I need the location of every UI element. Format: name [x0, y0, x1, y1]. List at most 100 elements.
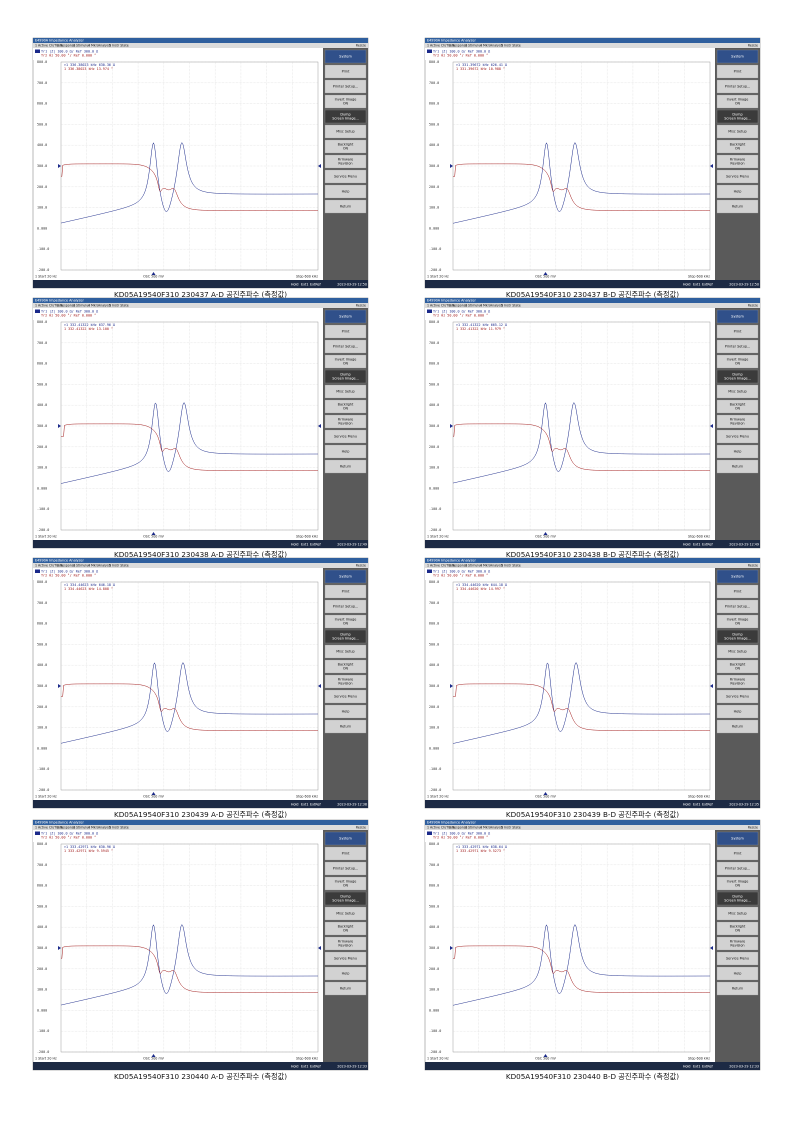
- softkey: [716, 891, 759, 906]
- y-tick-label: 0.000: [37, 226, 47, 230]
- y-tick-label: 200.0: [429, 185, 439, 189]
- softkey-label: System: [339, 315, 352, 319]
- trace-badge: [35, 569, 40, 573]
- softkey-label: Misc Setup: [728, 390, 746, 394]
- softkey-label: ON: [735, 622, 741, 626]
- softkey-label: Screen Image...: [332, 899, 359, 903]
- softkey: [324, 339, 367, 354]
- trace-badge: [427, 569, 432, 573]
- softkey-label: Service Menu: [726, 175, 749, 179]
- trace-badge: [35, 49, 40, 53]
- menu-item: 1 Active Ch/Trace: [35, 304, 63, 308]
- softkey-label: ON: [343, 884, 349, 888]
- y-tick-label: -100.0: [429, 247, 441, 251]
- softkey-label: Firmware: [730, 677, 746, 681]
- y-tick-label: 0.000: [429, 746, 439, 750]
- softkey: [716, 599, 759, 614]
- status-item: ExtRef: [702, 282, 713, 286]
- softkey: [716, 906, 759, 921]
- softkey: [716, 629, 759, 644]
- y-tick-label: 500.0: [37, 382, 47, 386]
- softkey-label: Printer Setup...: [725, 867, 750, 871]
- softkey: [716, 459, 759, 474]
- marker-readout: >1 333.42971 kHz 630.96 Ω: [64, 845, 115, 849]
- softkey: [324, 599, 367, 614]
- phase-trace: [61, 423, 318, 471]
- status-item: Hold: [683, 282, 691, 286]
- y-tick-label: 500.0: [429, 122, 439, 126]
- softkey-label: System: [731, 575, 744, 579]
- softkey-label: Misc Setup: [728, 130, 746, 134]
- trace1-label: Tr1 |Z| 100.0 Ω/ Ref 300.0 Ω: [41, 569, 98, 573]
- softkey: [716, 936, 759, 951]
- softkey: [324, 659, 367, 674]
- y-tick-label: 400.0: [429, 143, 439, 147]
- trace-header: [33, 308, 323, 320]
- y-tick-label: 100.0: [429, 206, 439, 210]
- stop-label: Stop 600 kHz: [296, 535, 318, 539]
- y-tick-label: 200.0: [429, 705, 439, 709]
- softkey-label: Screen Image...: [332, 377, 359, 381]
- window-title: E4990A Impedance Analyzer: [427, 299, 476, 303]
- softkey: [324, 846, 367, 861]
- status-item: Ext1: [301, 802, 308, 806]
- status-bar: [33, 540, 368, 548]
- softkey: [716, 399, 759, 414]
- softkey-label: Revision: [338, 422, 352, 426]
- softkey: [716, 876, 759, 891]
- y-tick-label: 400.0: [37, 663, 47, 667]
- softkey: [324, 124, 367, 139]
- window-title: E4990A Impedance Analyzer: [427, 559, 476, 563]
- y-tick-label: 800.0: [37, 60, 47, 64]
- softkey: [716, 444, 759, 459]
- marker-readout: >1 332.41322 kHz 637.96 Ω: [64, 323, 115, 327]
- marker-arrow: [543, 532, 548, 535]
- stop-label: Stop 600 kHz: [688, 275, 710, 279]
- softkey: [716, 689, 759, 704]
- softkey: [716, 966, 759, 981]
- softkey-label: Printer Setup...: [725, 605, 750, 609]
- status-item: ExtRef: [702, 542, 713, 546]
- softkey-label: Service Menu: [726, 957, 749, 961]
- impedance-trace: [452, 402, 710, 484]
- softkey: [324, 384, 367, 399]
- stop-label: Stop 600 kHz: [688, 795, 710, 799]
- softkey: [324, 459, 367, 474]
- trace2-label: Tr2 θz 50.00 °/ Ref 0.000 °: [41, 835, 96, 839]
- y-tick-label: 0.000: [429, 226, 439, 230]
- softkey-label: Return: [340, 725, 351, 729]
- softkey-label: Backlight: [338, 924, 354, 928]
- softkey-label: Backlight: [338, 662, 354, 666]
- status-item: ExtRef: [310, 542, 321, 546]
- timestamp: 2023-03-29 12:38: [337, 802, 367, 806]
- menu-item: 3 Stimulus: [73, 304, 90, 308]
- impedance-trace: [60, 142, 318, 224]
- softkey: [324, 921, 367, 936]
- softkey: [324, 64, 367, 79]
- title-bar: [33, 298, 368, 303]
- impedance-trace: [452, 142, 710, 224]
- softkey-label: Return: [340, 465, 351, 469]
- softkey-label: Dump: [340, 632, 350, 636]
- trace1-label: Tr1 |Z| 100.0 Ω/ Ref 300.0 Ω: [41, 831, 98, 835]
- impedance-trace: [60, 924, 318, 1006]
- status-item: ExtRef: [702, 802, 713, 806]
- status-item: ExtRef: [310, 1064, 321, 1068]
- marker-arrow: [151, 1054, 156, 1057]
- menu-item: 4 Mkr/Analysis: [480, 564, 503, 568]
- window-title: E4990A Impedance Analyzer: [35, 299, 84, 303]
- menu-bar: [425, 825, 760, 830]
- softkey-label: Revision: [730, 422, 744, 426]
- reference-arrow: [58, 946, 61, 950]
- softkey: [324, 109, 367, 124]
- menu-item: 4 Mkr/Analysis: [88, 826, 111, 830]
- softkey-label: Invert Image: [727, 357, 749, 361]
- softkey-label: Dump: [732, 112, 742, 116]
- softkey-label: Printer Setup...: [333, 345, 358, 349]
- trace2-label: Tr2 θz 50.00 °/ Ref 0.000 °: [41, 573, 96, 577]
- window-title: E4990A Impedance Analyzer: [427, 39, 476, 43]
- y-tick-label: 200.0: [37, 185, 47, 189]
- marker-readout: >1 333.42971 kHz 638.64 Ω: [456, 845, 507, 849]
- y-tick-label: -100.0: [37, 1029, 49, 1033]
- softkey-label: System: [731, 315, 744, 319]
